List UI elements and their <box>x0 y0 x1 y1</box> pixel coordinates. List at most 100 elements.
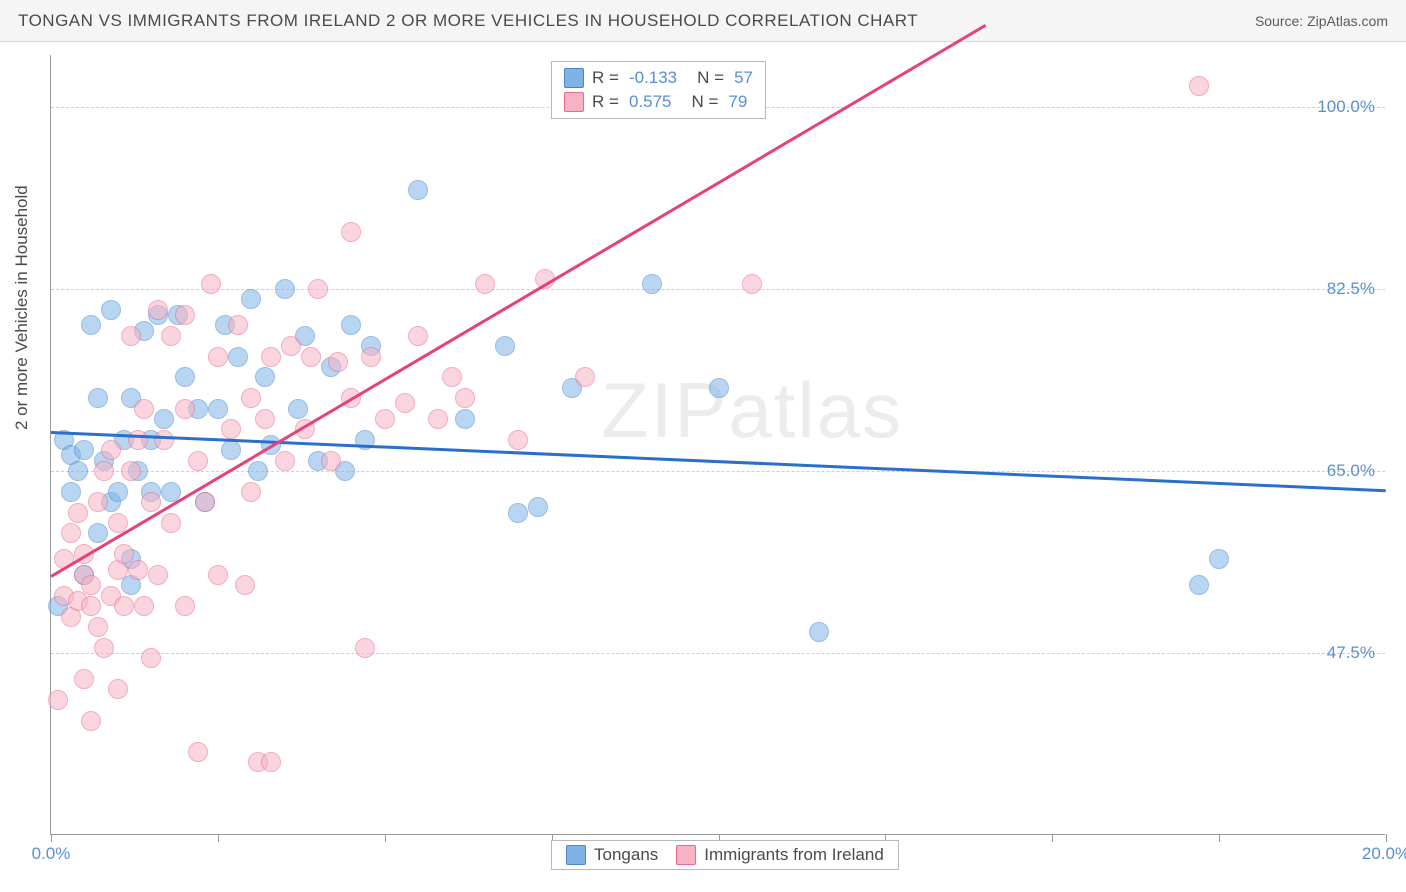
n-label: N = <box>691 92 718 112</box>
data-point <box>161 513 181 533</box>
data-point <box>408 326 428 346</box>
data-point <box>128 430 148 450</box>
series-swatch <box>564 68 584 88</box>
data-point <box>175 399 195 419</box>
title-bar: TONGAN VS IMMIGRANTS FROM IRELAND 2 OR M… <box>0 0 1406 42</box>
data-point <box>341 315 361 335</box>
data-point <box>235 575 255 595</box>
data-point <box>61 523 81 543</box>
data-point <box>355 638 375 658</box>
stats-row: R = 0.575N = 79 <box>564 90 753 114</box>
r-label: R = <box>592 68 619 88</box>
data-point <box>74 669 94 689</box>
data-point <box>175 367 195 387</box>
data-point <box>241 482 261 502</box>
x-tick-label: 0.0% <box>32 844 71 864</box>
y-axis-label: 2 or more Vehicles in Household <box>12 185 32 430</box>
r-value: -0.133 <box>629 68 677 88</box>
data-point <box>328 352 348 372</box>
data-point <box>455 388 475 408</box>
data-point <box>301 347 321 367</box>
data-point <box>395 393 415 413</box>
x-tick <box>1386 834 1387 842</box>
data-point <box>188 742 208 762</box>
series-swatch <box>564 92 584 112</box>
legend-item: Tongans <box>566 845 658 865</box>
data-point <box>94 461 114 481</box>
data-point <box>321 451 341 471</box>
legend-label: Immigrants from Ireland <box>704 845 884 865</box>
data-point <box>108 482 128 502</box>
data-point <box>221 440 241 460</box>
x-tick <box>385 834 386 842</box>
data-point <box>742 274 762 294</box>
data-point <box>288 399 308 419</box>
series-swatch <box>676 845 696 865</box>
x-tick <box>51 834 52 842</box>
legend-box: Tongans Immigrants from Ireland <box>551 840 899 870</box>
data-point <box>108 679 128 699</box>
r-value: 0.575 <box>629 92 672 112</box>
data-point <box>709 378 729 398</box>
data-point <box>809 622 829 642</box>
source-label: Source: ZipAtlas.com <box>1255 13 1388 29</box>
data-point <box>1189 575 1209 595</box>
data-point <box>81 575 101 595</box>
data-point <box>261 752 281 772</box>
y-tick-label: 82.5% <box>1327 279 1375 299</box>
data-point <box>495 336 515 356</box>
data-point <box>161 326 181 346</box>
stats-box: R = -0.133N = 57R = 0.575N = 79 <box>551 61 766 119</box>
data-point <box>255 409 275 429</box>
n-value: 79 <box>728 92 747 112</box>
data-point <box>341 222 361 242</box>
data-point <box>221 419 241 439</box>
data-point <box>154 430 174 450</box>
data-point <box>81 596 101 616</box>
data-point <box>101 440 121 460</box>
data-point <box>428 409 448 429</box>
data-point <box>88 617 108 637</box>
data-point <box>88 388 108 408</box>
data-point <box>1209 549 1229 569</box>
x-tick <box>1219 834 1220 842</box>
data-point <box>68 461 88 481</box>
data-point <box>175 305 195 325</box>
data-point <box>81 711 101 731</box>
data-point <box>575 367 595 387</box>
y-tick-label: 47.5% <box>1327 643 1375 663</box>
data-point <box>508 503 528 523</box>
data-point <box>275 279 295 299</box>
data-point <box>154 409 174 429</box>
data-point <box>1189 76 1209 96</box>
x-tick <box>1052 834 1053 842</box>
data-point <box>48 690 68 710</box>
data-point <box>455 409 475 429</box>
data-point <box>148 565 168 585</box>
data-point <box>101 300 121 320</box>
data-point <box>255 367 275 387</box>
data-point <box>121 461 141 481</box>
data-point <box>361 347 381 367</box>
data-point <box>88 492 108 512</box>
data-point <box>208 565 228 585</box>
data-point <box>241 289 261 309</box>
data-point <box>114 596 134 616</box>
data-point <box>201 274 221 294</box>
data-point <box>275 451 295 471</box>
data-point <box>134 399 154 419</box>
n-label: N = <box>697 68 724 88</box>
data-point <box>81 315 101 335</box>
data-point <box>195 492 215 512</box>
chart-title: TONGAN VS IMMIGRANTS FROM IRELAND 2 OR M… <box>18 11 918 31</box>
data-point <box>188 451 208 471</box>
data-point <box>261 347 281 367</box>
series-swatch <box>566 845 586 865</box>
data-point <box>121 326 141 346</box>
data-point <box>228 347 248 367</box>
x-tick <box>218 834 219 842</box>
x-tick-label: 20.0% <box>1362 844 1406 864</box>
data-point <box>528 497 548 517</box>
data-point <box>88 523 108 543</box>
data-point <box>175 596 195 616</box>
